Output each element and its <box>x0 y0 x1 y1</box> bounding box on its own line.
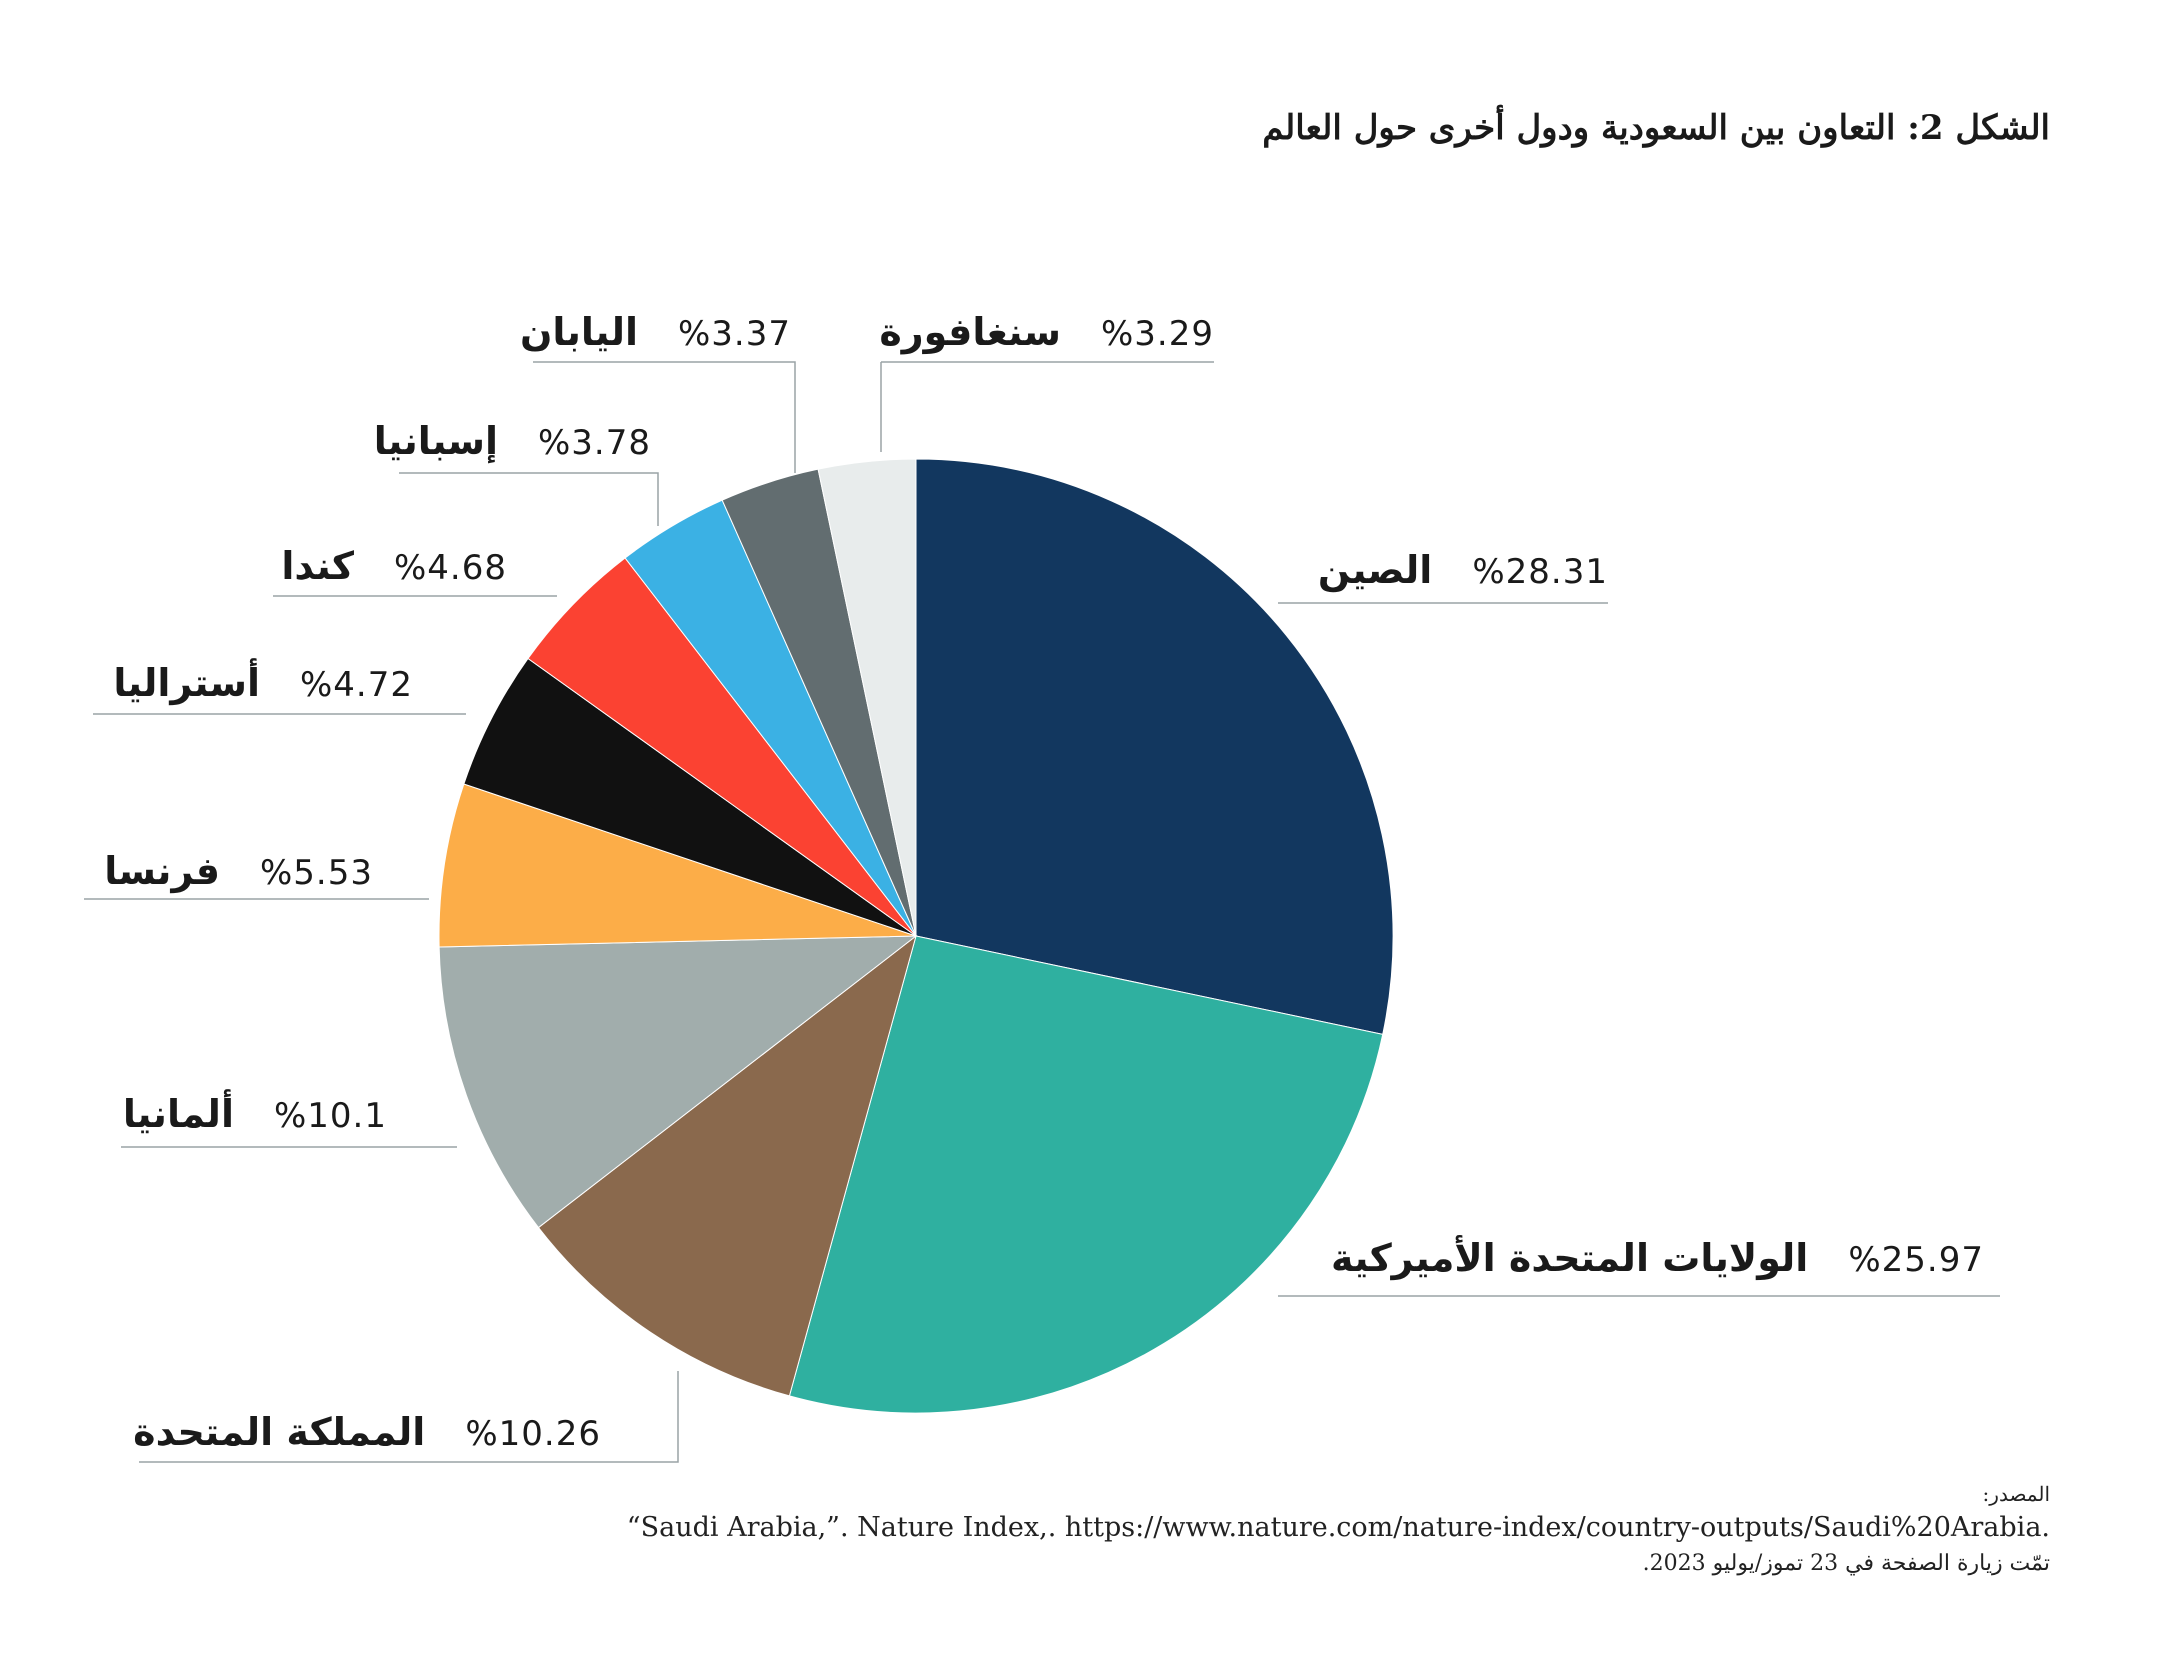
slice-label-name: فرنسا <box>104 849 220 893</box>
slice-label-name: اليابان <box>519 310 638 354</box>
pie-slice-2 <box>537 934 917 1397</box>
pie-slice-4 <box>438 783 917 948</box>
slice-label-value: %3.78 <box>537 423 651 463</box>
leader-line-7 <box>399 472 659 526</box>
slice-label-9: سنغافورة %3.29 <box>879 310 1214 354</box>
slice-label-name: كندا <box>281 544 354 588</box>
slice-label-3: ألمانيا %10.1 <box>123 1092 387 1136</box>
source-note: المصدر: “Saudi Arabia,”. Nature Index,. … <box>627 1482 2050 1576</box>
slice-label-name: إسبانيا <box>373 419 498 463</box>
source-visited-date: تمّت زيارة الصفحة في 23 تموز/يوليو 2023. <box>1642 1551 2050 1576</box>
slice-label-0: الصين %28.31 <box>1318 548 1608 592</box>
slice-label-value: %3.37 <box>677 314 791 354</box>
slice-label-5: أستراليا %4.72 <box>113 661 413 705</box>
slice-label-1: الولايات المتحدة الأميركية %25.97 <box>1331 1236 1984 1280</box>
pie-slice-3 <box>438 935 918 1229</box>
slice-label-value: %10.1 <box>273 1096 387 1136</box>
slice-label-6: كندا %4.68 <box>281 544 507 588</box>
pie-slice-0 <box>915 458 1394 1036</box>
slice-label-name: الولايات المتحدة الأميركية <box>1331 1236 1809 1280</box>
pie-slice-1 <box>788 935 1384 1414</box>
slice-label-7: إسبانيا %3.78 <box>374 419 651 463</box>
source-citation: “Saudi Arabia,”. Nature Index,. https://… <box>626 1512 2050 1543</box>
slice-label-value: %25.97 <box>1848 1240 1984 1280</box>
slice-label-name: ألمانيا <box>122 1092 234 1136</box>
figure-title: الشكل 2: التعاون بين السعودية ودول أخرى … <box>1262 108 2050 148</box>
slice-label-name: أستراليا <box>113 661 260 705</box>
slice-label-value: %28.31 <box>1472 552 1608 592</box>
leader-line-8 <box>533 361 796 473</box>
slice-label-value: %5.53 <box>259 853 373 893</box>
slice-label-name: المملكة المتحدة <box>133 1410 426 1454</box>
leader-line-2 <box>139 1371 679 1463</box>
slice-label-4: فرنسا %5.53 <box>104 849 373 893</box>
source-heading: المصدر: <box>1982 1482 2050 1506</box>
slice-label-name: الصين <box>1317 548 1433 592</box>
slice-label-value: %4.72 <box>299 665 413 705</box>
slice-label-value: %4.68 <box>393 548 507 588</box>
slice-label-8: اليابان %3.37 <box>520 310 791 354</box>
slice-label-2: المملكة المتحدة %10.26 <box>133 1410 601 1454</box>
slice-label-value: %10.26 <box>465 1414 601 1454</box>
slice-label-name: سنغافورة <box>879 310 1061 354</box>
slice-label-value: %3.29 <box>1100 314 1214 354</box>
pie-slice-9 <box>817 458 917 937</box>
